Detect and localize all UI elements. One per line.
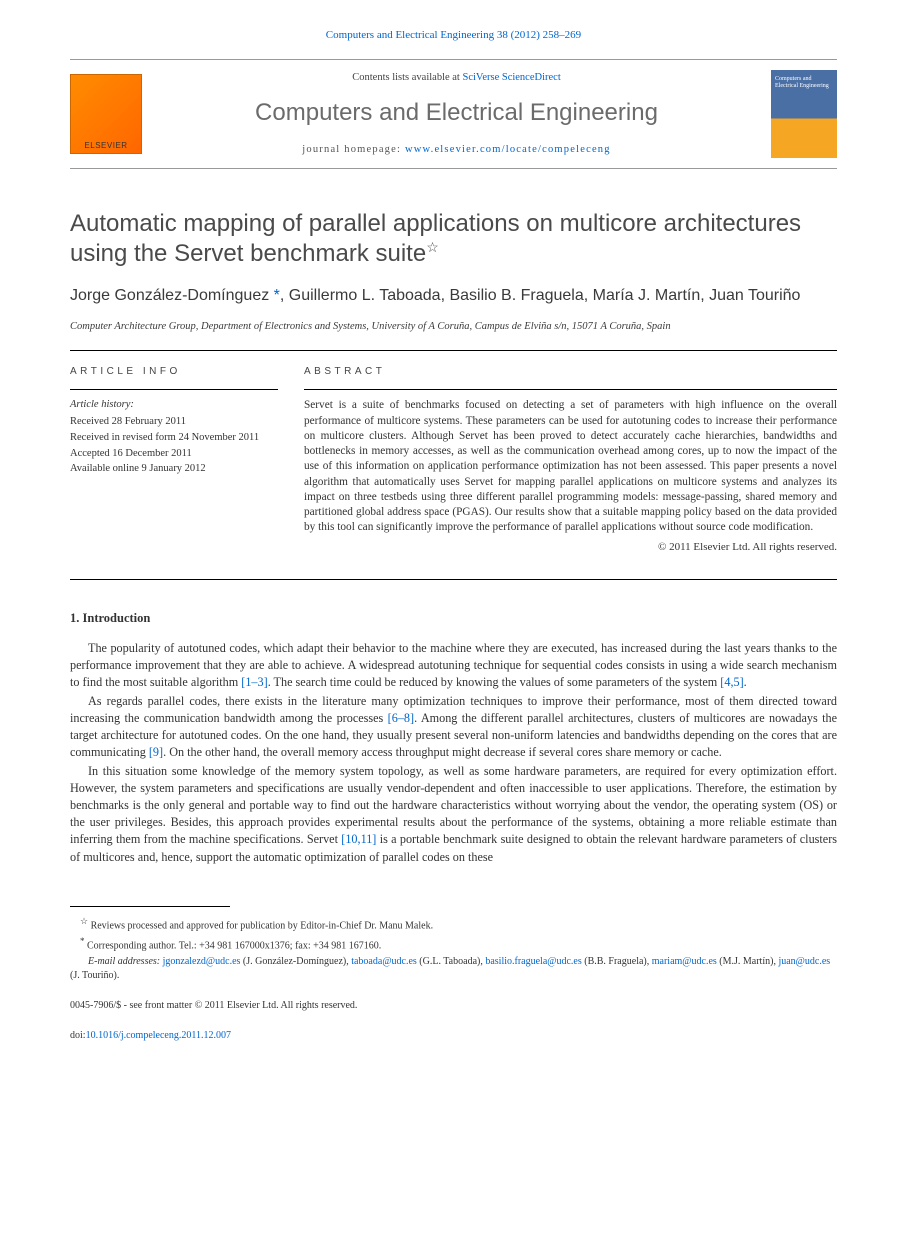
history-item: Available online 9 January 2012: [70, 462, 278, 477]
email-link[interactable]: juan@udc.es: [778, 956, 830, 967]
body-paragraph: The popularity of autotuned codes, which…: [70, 640, 837, 691]
contents-prefix: Contents lists available at: [352, 72, 462, 83]
divider: [70, 389, 278, 390]
reference-link[interactable]: [9]: [149, 745, 163, 759]
journal-homepage: journal homepage: www.elsevier.com/locat…: [154, 143, 759, 158]
email-link[interactable]: mariam@udc.es: [652, 956, 717, 967]
divider: [70, 579, 837, 580]
footnote-corr-text: Corresponding author. Tel.: +34 981 1670…: [87, 940, 381, 951]
footnote-review: ☆ Reviews processed and approved for pub…: [70, 915, 837, 933]
elsevier-logo-icon: [70, 74, 142, 154]
reference-link[interactable]: [10,11]: [341, 832, 376, 846]
history-item: Received in revised form 24 November 201…: [70, 431, 278, 446]
footnote-divider: [70, 906, 230, 907]
email-link[interactable]: jgonzalezd@udc.es: [163, 956, 241, 967]
author-list: Jorge González-Domínguez *, Guillermo L.…: [70, 285, 837, 307]
journal-name: Computers and Electrical Engineering: [154, 96, 759, 130]
title-footnote-mark: ☆: [426, 239, 439, 255]
abstract-heading: ABSTRACT: [304, 365, 837, 379]
journal-cover-icon: [771, 70, 837, 158]
affiliation: Computer Architecture Group, Department …: [70, 320, 837, 335]
reference-link[interactable]: [1–3]: [241, 675, 267, 689]
history-item: Accepted 16 December 2011: [70, 447, 278, 462]
history-item: Received 28 February 2011: [70, 415, 278, 430]
homepage-prefix: journal homepage:: [302, 144, 405, 155]
section-heading-intro: 1. Introduction: [70, 610, 837, 628]
reference-link[interactable]: [6–8]: [388, 711, 414, 725]
front-matter-line: 0045-7906/$ - see front matter © 2011 El…: [70, 999, 837, 1013]
info-abstract-row: ARTICLE INFO Article history: Received 2…: [70, 365, 837, 555]
author: Jorge González-Domínguez: [70, 287, 269, 304]
footnote-emails: E-mail addresses: jgonzalezd@udc.es (J. …: [70, 955, 837, 983]
sciencedirect-link[interactable]: SciVerse ScienceDirect: [462, 72, 560, 83]
abstract-column: ABSTRACT Servet is a suite of benchmarks…: [304, 365, 837, 555]
author: María J. Martín: [593, 287, 701, 304]
author: Guillermo L. Taboada: [289, 287, 441, 304]
email-label: E-mail addresses:: [88, 956, 163, 967]
email-link[interactable]: taboada@udc.es: [351, 956, 417, 967]
divider: [70, 350, 837, 351]
asterisk-mark-icon: *: [80, 936, 85, 946]
citation-line: Computers and Electrical Engineering 38 …: [70, 28, 837, 43]
author: Juan Touriño: [709, 287, 800, 304]
article-info-column: ARTICLE INFO Article history: Received 2…: [70, 365, 278, 555]
article-info-heading: ARTICLE INFO: [70, 365, 278, 379]
footnote-review-text: Reviews processed and approved for publi…: [91, 920, 434, 931]
abstract-copyright: © 2011 Elsevier Ltd. All rights reserved…: [304, 540, 837, 555]
doi-link[interactable]: 10.1016/j.compeleceng.2011.12.007: [86, 1030, 231, 1041]
footnote-corresponding: * Corresponding author. Tel.: +34 981 16…: [70, 935, 837, 953]
doi-prefix: doi:: [70, 1030, 86, 1041]
contents-available: Contents lists available at SciVerse Sci…: [154, 71, 759, 86]
email-link[interactable]: basilio.fraguela@udc.es: [485, 956, 581, 967]
banner-center: Contents lists available at SciVerse Sci…: [142, 71, 771, 158]
reference-link[interactable]: [4,5]: [720, 675, 743, 689]
body-paragraph: As regards parallel codes, there exists …: [70, 693, 837, 761]
history-label: Article history:: [70, 398, 278, 413]
body-paragraph: In this situation some knowledge of the …: [70, 763, 837, 865]
homepage-link[interactable]: www.elsevier.com/locate/compeleceng: [405, 144, 611, 155]
abstract-text: Servet is a suite of benchmarks focused …: [304, 398, 837, 535]
corresponding-mark: *: [269, 287, 280, 304]
star-mark-icon: ☆: [80, 916, 88, 926]
article-title: Automatic mapping of parallel applicatio…: [70, 209, 837, 269]
doi-line: doi:10.1016/j.compeleceng.2011.12.007: [70, 1029, 837, 1043]
journal-banner: Contents lists available at SciVerse Sci…: [70, 59, 837, 169]
divider: [304, 389, 837, 390]
author: Basilio B. Fraguela: [449, 287, 583, 304]
